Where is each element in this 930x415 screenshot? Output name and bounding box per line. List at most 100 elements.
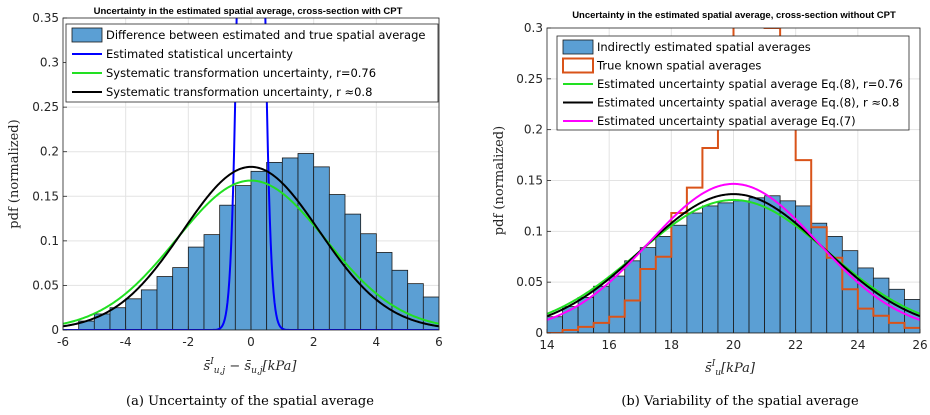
x-tick-label: 14	[539, 338, 554, 352]
y-axis-label: pdf (normalized)	[7, 119, 22, 228]
histogram-bar	[109, 307, 127, 330]
x-label-subscript: u	[715, 368, 721, 378]
histogram-bar	[281, 157, 299, 330]
series-line	[547, 193, 920, 318]
y-tick-label: 0.3	[40, 56, 59, 70]
legend-item: True known spatial averages	[562, 57, 761, 74]
y-tick-label: 0.1	[40, 234, 59, 248]
y-tick-label: 0.25	[516, 72, 543, 86]
chart-panel-b: 14 16 18 20 22 24 26 0 0.05 0.1 0.15 0.2 0.25 0.3 Unce…	[492, 10, 928, 409]
histogram-bar	[234, 185, 252, 330]
legend: Difference between estimated and true sp…	[65, 23, 439, 103]
histogram-bar	[717, 202, 734, 333]
y-tick-label: 0.1	[524, 224, 543, 238]
legend-item: Estimated uncertainty spatial average Eq…	[563, 96, 899, 110]
histogram-bar	[872, 277, 890, 333]
histogram-bar	[702, 205, 719, 333]
x-axis-label: s̄Iu[kPa]	[705, 359, 756, 378]
histogram-bar	[655, 236, 672, 333]
x-tick-label: 2	[310, 335, 318, 349]
histogram-bar	[733, 200, 750, 333]
legend-label: Systematic transformation uncertainty, r…	[106, 66, 376, 80]
histogram-bar	[888, 288, 905, 333]
histogram-bar	[764, 195, 781, 333]
histogram-bar	[297, 153, 315, 330]
histogram-bar	[172, 267, 189, 330]
histogram-bar	[125, 298, 142, 330]
histogram-bar	[748, 197, 765, 333]
histogram-bar	[187, 246, 205, 330]
x-label-unit: [kPa]	[263, 359, 298, 374]
x-label-symbol: s̄	[705, 361, 712, 376]
x-tick-label: 18	[664, 338, 679, 352]
legend-box	[65, 23, 439, 103]
y-axis-label: pdf (normalized)	[492, 126, 507, 235]
x-label-symbol: s̄	[204, 359, 211, 374]
plot-content	[63, 18, 439, 330]
legend-item: Difference between estimated and true sp…	[71, 27, 425, 43]
x-label-superscript: I	[209, 357, 214, 367]
y-tick-label: 0	[51, 323, 59, 337]
x-tick-label: 0	[247, 335, 255, 349]
x-label-superscript: I	[711, 359, 716, 369]
x-tick-label: 16	[602, 338, 617, 352]
y-tick-label: 0.3	[524, 21, 543, 35]
series-line	[63, 165, 439, 328]
legend-item: Systematic transformation uncertainty, r…	[72, 66, 376, 80]
series-line	[547, 182, 920, 321]
legend-swatch	[562, 39, 594, 55]
series-line	[63, 179, 439, 325]
x-tick-label: 4	[373, 335, 381, 349]
legend-label: True known spatial averages	[596, 59, 761, 73]
x-tick-label: -4	[120, 335, 132, 349]
x-axis-label: s̄Iu,j − s̄u,j[kPa]	[204, 357, 298, 376]
y-tick-label: 0.05	[32, 278, 59, 292]
y-tick-label: 0	[535, 326, 543, 340]
chart-panel-a: -6 -4 -2 0 2 4 6 0 0.05 0.1 0.15 0.2 0.25 0.3 0.35 Unce…	[7, 6, 443, 409]
histogram-bar	[156, 276, 174, 330]
plot-content	[547, 28, 920, 333]
legend: Indirectly estimated spatial averages Tru…	[556, 35, 910, 131]
histogram-bar	[670, 224, 688, 333]
legend-item: Systematic transformation uncertainty, r…	[72, 85, 372, 99]
legend-label: Estimated uncertainty spatial average Eq…	[597, 96, 899, 110]
x-label-minus: − s̄	[225, 359, 251, 374]
histogram-bar	[826, 236, 843, 333]
histogram-bar	[624, 260, 641, 333]
histogram-bar	[608, 275, 626, 333]
legend-item: Estimated uncertainty spatial average Eq…	[563, 77, 903, 91]
x-tick-label: 26	[912, 338, 927, 352]
y-tick-label: 0.35	[32, 11, 59, 25]
y-tick-label: 0.2	[524, 123, 543, 137]
histogram-bar	[391, 269, 409, 330]
x-tick-label: -6	[57, 335, 69, 349]
series-line	[547, 199, 920, 315]
x-tick-label: -2	[182, 335, 194, 349]
x-label-subscript-2: u,j	[251, 366, 263, 376]
x-label-subscript: u,j	[214, 366, 226, 376]
histogram-bar	[841, 250, 859, 333]
y-tick-label: 0.15	[516, 174, 543, 188]
histogram-bar	[140, 289, 158, 330]
legend-label: Estimated statistical uncertainty	[106, 47, 293, 61]
legend-label: Estimated uncertainty spatial average Eq…	[597, 114, 856, 128]
legend-label: Difference between estimated and true sp…	[106, 28, 425, 42]
x-tick-label: 6	[435, 335, 443, 349]
legend-label: Estimated uncertainty spatial average Eq…	[597, 77, 903, 91]
legend-label: Systematic transformation uncertainty, r…	[106, 85, 372, 99]
x-tick-label: 24	[850, 338, 865, 352]
y-tick-label: 0.2	[40, 145, 59, 159]
histogram-bar	[686, 212, 703, 333]
histogram-bar	[250, 170, 268, 330]
x-tick-label: 20	[726, 338, 741, 352]
figure-caption: (a) Uncertainty of the spatial average	[126, 394, 374, 409]
y-tick-label: 0.15	[32, 189, 59, 203]
legend-label: Indirectly estimated spatial averages	[597, 40, 811, 54]
x-label-unit: [kPa]	[721, 361, 756, 376]
chart-title: Uncertainty in the estimated spatial ave…	[94, 6, 403, 17]
histogram-bar	[313, 166, 330, 330]
histogram-bar	[203, 234, 221, 330]
legend-item: Estimated statistical uncertainty	[72, 47, 293, 61]
histogram-bar	[438, 307, 439, 330]
